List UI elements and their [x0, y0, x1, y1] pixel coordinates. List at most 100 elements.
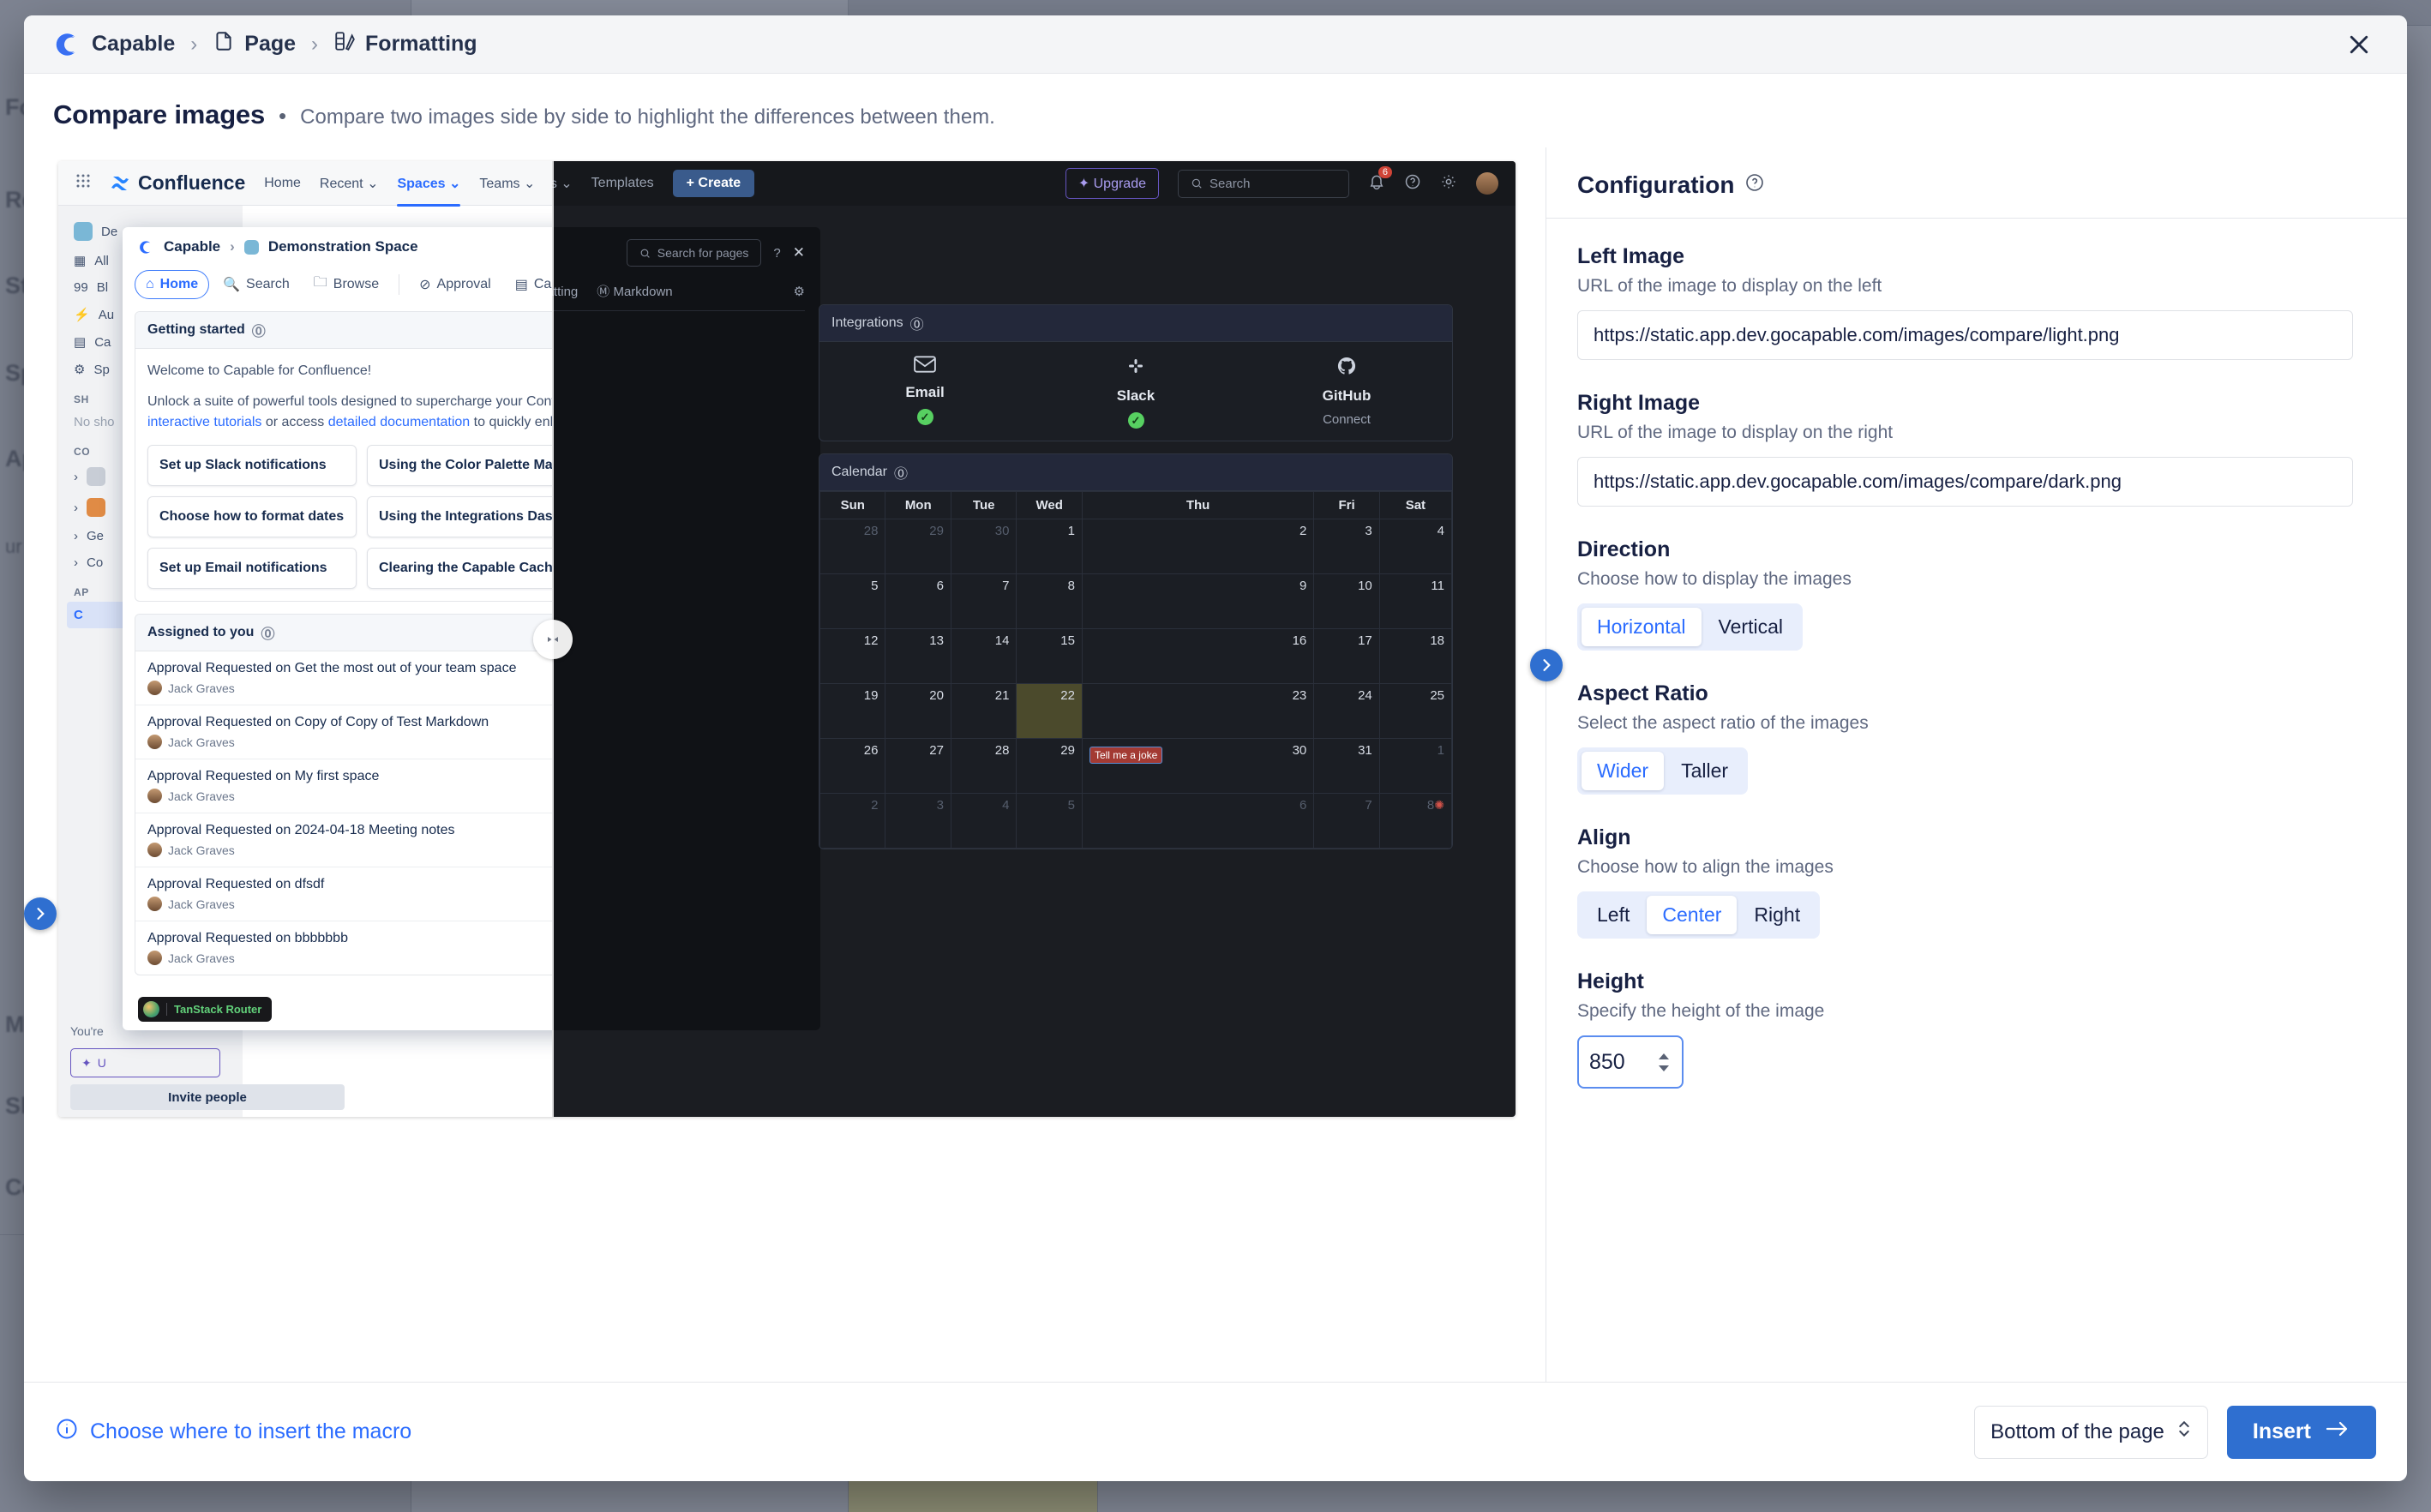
calendar-day[interactable]: 18: [1378, 628, 1452, 684]
tab-markdown[interactable]: Ⓜ Markdown: [597, 285, 673, 299]
gs-button[interactable]: Set up Slack notifications: [147, 445, 357, 486]
nav-spaces[interactable]: Spaces ⌄: [397, 176, 461, 207]
tab-formatting[interactable]: 🖌 Formatting: [552, 284, 579, 299]
invite-people-button[interactable]: Invite people: [70, 1084, 345, 1110]
integration-email[interactable]: Email ✓: [819, 342, 1030, 441]
gear-icon[interactable]: ⚙: [793, 284, 805, 299]
upgrade-button[interactable]: ✦ Upgrade: [1065, 168, 1159, 199]
image-compare-preview[interactable]: Confluence Home Recent ⌄ Spaces ⌄ Teams …: [58, 161, 1516, 1117]
list-item[interactable]: Approval Requested on dfsdf Jack Graves: [135, 867, 807, 921]
connect-link[interactable]: Connect: [1323, 412, 1371, 427]
align-option-left[interactable]: Left: [1597, 903, 1630, 926]
calendar-day[interactable]: 27: [885, 738, 951, 794]
config-toggle-button[interactable]: [1530, 649, 1563, 681]
calendar-day[interactable]: 8: [1016, 573, 1083, 629]
calendar-day[interactable]: 2: [1081, 519, 1315, 574]
nav-templates[interactable]: Templates: [591, 176, 654, 190]
calendar-day[interactable]: 24: [1313, 683, 1380, 739]
nav-home[interactable]: Home: [264, 175, 301, 190]
app-grid-icon[interactable]: [75, 173, 91, 193]
calendar-day-with-event[interactable]: 30 Tell me a joke: [1081, 738, 1315, 794]
list-item[interactable]: Approval Requested on Copy of Copy of Te…: [135, 705, 807, 759]
choose-insert-location-link[interactable]: Choose where to insert the macro: [55, 1417, 411, 1447]
help-circle-icon[interactable]: [1744, 171, 1765, 199]
calendar-day[interactable]: 28: [819, 519, 886, 574]
tab-approval[interactable]: ⊘ Approval: [419, 276, 491, 292]
list-item[interactable]: Approval Requested on My first space Jac…: [135, 759, 807, 813]
aspect-option-taller[interactable]: Taller: [1681, 759, 1729, 782]
nav-apps[interactable]: Apps ⌄: [552, 177, 573, 191]
calendar-day[interactable]: 29: [885, 519, 951, 574]
gs-button[interactable]: Choose how to format dates: [147, 496, 357, 537]
help-icon[interactable]: [1404, 173, 1421, 195]
calendar-day[interactable]: 1: [1378, 738, 1452, 794]
calendar-day[interactable]: 9: [1081, 573, 1315, 629]
integration-github[interactable]: GitHub Connect: [1241, 342, 1452, 441]
stepper-arrows[interactable]: [1658, 1053, 1670, 1072]
calendar-day[interactable]: 2: [819, 793, 886, 849]
help-circle-icon[interactable]: ⓪: [251, 325, 266, 339]
calendar-day[interactable]: 28: [950, 738, 1017, 794]
direction-option-vertical[interactable]: Vertical: [1718, 615, 1783, 638]
calendar-day[interactable]: 1: [1016, 519, 1083, 574]
calendar-day[interactable]: 4: [950, 793, 1017, 849]
breadcrumb-item-capable[interactable]: Capable: [53, 30, 175, 59]
list-item[interactable]: Approval Requested on bbbbbbb Jack Grave…: [147, 931, 348, 965]
help-circle-icon[interactable]: ⓪: [893, 467, 908, 482]
sidebar-item-settings[interactable]: ⚙ Sp: [74, 362, 110, 378]
calendar-day[interactable]: 13: [885, 628, 951, 684]
gs-button[interactable]: Using the Color Palette Macro: [367, 445, 576, 486]
calendar-day[interactable]: 8 ✺: [1378, 793, 1452, 849]
direction-option-horizontal[interactable]: Horizontal: [1582, 608, 1702, 646]
align-option-center[interactable]: Center: [1647, 896, 1738, 934]
sidebar-item-all[interactable]: ▦ All: [74, 253, 109, 269]
create-button[interactable]: + Create: [672, 170, 755, 197]
compare-handle[interactable]: [533, 620, 573, 659]
calendar-day[interactable]: 17: [1313, 628, 1380, 684]
sidebar-item-space[interactable]: De: [67, 216, 234, 247]
list-item[interactable]: Approval Requested on Get the most out o…: [135, 651, 807, 705]
calendar-day[interactable]: 29: [1016, 738, 1083, 794]
sidebar-tree-item[interactable]: ›: [67, 461, 234, 492]
sidebar-tree-item[interactable]: › Co: [74, 555, 104, 570]
calendar-day[interactable]: 3: [1313, 519, 1380, 574]
calendar-day[interactable]: 19: [819, 683, 886, 739]
search-input[interactable]: Search: [1178, 169, 1349, 198]
list-item[interactable]: Approval Requested on 2024-04-18 Meeting…: [135, 813, 807, 867]
help-circle-icon[interactable]: ⓪: [909, 318, 924, 333]
calendar-day[interactable]: 23: [1081, 683, 1315, 739]
calendar-day[interactable]: 5: [1016, 793, 1083, 849]
calendar-event[interactable]: Tell me a joke: [1089, 747, 1163, 764]
insert-button[interactable]: Insert: [2226, 1405, 2376, 1459]
insert-position-select[interactable]: Bottom of the page: [1974, 1405, 2208, 1459]
nav-teams[interactable]: Teams ⌄: [479, 176, 536, 191]
calendar-day-today[interactable]: 22: [1016, 683, 1083, 739]
calendar-day[interactable]: 14: [950, 628, 1017, 684]
calendar-day[interactable]: 25: [1378, 683, 1452, 739]
sidebar-item-automation[interactable]: ⚡ Au: [74, 307, 115, 323]
help-shortcut[interactable]: ?: [773, 245, 781, 261]
sidebar-tree-item[interactable]: › Ge: [74, 529, 105, 543]
calendar-day[interactable]: 21: [950, 683, 1017, 739]
calendar-day[interactable]: 7: [1313, 793, 1380, 849]
gs-button[interactable]: Clearing the Capable Cache: [367, 548, 576, 589]
calendar-day[interactable]: 15: [1016, 628, 1083, 684]
right-image-url-input[interactable]: https://static.app.dev.gocapable.com/ima…: [1577, 457, 2353, 507]
sidebar-item-calendar[interactable]: ▤ Ca: [74, 334, 111, 351]
tab-home[interactable]: ⌂ Home: [135, 269, 210, 299]
tab-browse[interactable]: 🗀 Browse: [313, 275, 380, 291]
aspect-option-wider[interactable]: Wider: [1582, 752, 1665, 790]
detailed-documentation-link[interactable]: detailed documentation: [327, 415, 471, 429]
calendar-day[interactable]: 30: [950, 519, 1017, 574]
calendar-day[interactable]: 20: [885, 683, 951, 739]
calendar-day[interactable]: 4: [1378, 519, 1452, 574]
calendar-day[interactable]: 26: [819, 738, 886, 794]
gs-button[interactable]: Set up Email notifications: [147, 548, 357, 589]
sidebar-item-blog[interactable]: 99 Bl: [74, 280, 109, 295]
calendar-day[interactable]: 10: [1313, 573, 1380, 629]
preview-prev-button[interactable]: [24, 897, 57, 930]
height-stepper[interactable]: 850: [1577, 1035, 1684, 1089]
calendar-day[interactable]: 3: [885, 793, 951, 849]
avatar[interactable]: [1476, 172, 1498, 195]
tab-search[interactable]: 🔍 Search: [223, 276, 290, 292]
